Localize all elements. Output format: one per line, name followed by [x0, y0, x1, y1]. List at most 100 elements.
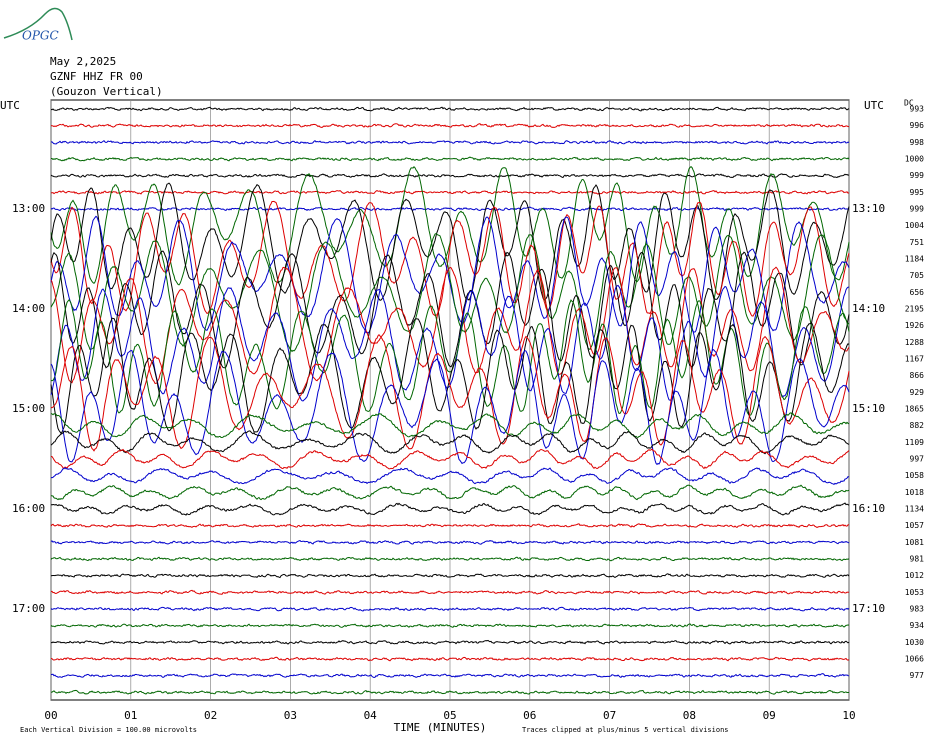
logo-swoosh — [3, 7, 73, 41]
hour-label-right: 16:10 — [852, 502, 885, 515]
dc-value: 1184 — [905, 255, 924, 264]
x-tick-label: 00 — [44, 709, 57, 722]
dc-value: 1004 — [905, 221, 924, 230]
dc-value: 866 — [910, 371, 925, 380]
seismic-trace — [50, 299, 850, 416]
hour-label-right: 17:10 — [852, 602, 885, 615]
dc-value: 996 — [910, 121, 925, 130]
seismic-trace — [50, 656, 850, 662]
hour-label-right: 14:10 — [852, 302, 885, 315]
dc-value: 1012 — [905, 571, 924, 580]
seismic-trace — [50, 200, 850, 317]
seismic-trace — [50, 123, 850, 129]
dc-value: 977 — [910, 671, 925, 680]
dc-value: 1066 — [905, 655, 924, 664]
x-tick-label: 01 — [124, 709, 137, 722]
seismic-trace — [50, 182, 850, 301]
dc-value: 934 — [910, 621, 925, 630]
seismic-trace — [50, 689, 850, 695]
x-tick-label: 07 — [603, 709, 616, 722]
station: GZNF HHZ FR 00 — [50, 70, 143, 83]
dc-value: 1018 — [905, 488, 924, 497]
dc-value: 751 — [910, 238, 925, 247]
dc-value: 995 — [910, 188, 925, 197]
dc-value: 999 — [910, 205, 925, 214]
seismic-trace — [50, 250, 850, 369]
dc-label: DC — [904, 99, 914, 108]
x-tick-label: 03 — [284, 709, 297, 722]
dc-value: 929 — [910, 388, 925, 397]
dc-value: 1865 — [905, 405, 924, 414]
seismic-trace — [50, 448, 850, 470]
hour-label-left: 17:00 — [12, 602, 45, 615]
utc-right: UTC — [864, 99, 884, 112]
dc-value: 1057 — [905, 521, 924, 530]
dc-value: 882 — [910, 421, 925, 430]
dc-value: 998 — [910, 138, 925, 147]
seismic-trace — [50, 573, 850, 579]
seismic-trace — [50, 190, 850, 195]
date: May 2,2025 — [50, 55, 116, 68]
dc-value: 1167 — [905, 355, 924, 364]
dc-value: 1053 — [905, 588, 924, 597]
dc-value: 1134 — [905, 505, 924, 514]
hour-label-right: 13:10 — [852, 202, 885, 215]
dc-value: 1288 — [905, 338, 924, 347]
seismic-trace — [50, 140, 850, 145]
seismic-trace — [50, 556, 850, 562]
seismic-trace — [50, 673, 850, 679]
x-tick-label: 10 — [842, 709, 855, 722]
hour-label-left: 16:00 — [12, 502, 45, 515]
x-title: TIME (MINUTES) — [394, 721, 487, 734]
dc-value: 993 — [910, 105, 925, 114]
dc-value: 1926 — [905, 321, 924, 330]
dc-value: 1081 — [905, 538, 924, 547]
seismic-trace — [50, 623, 850, 628]
hour-label-left: 15:00 — [12, 402, 45, 415]
dc-value: 705 — [910, 271, 925, 280]
x-tick-label: 06 — [523, 709, 536, 722]
footer-right: Traces clipped at plus/minus 5 vertical … — [522, 726, 729, 734]
seismic-trace — [50, 317, 850, 435]
seismic-trace — [50, 173, 850, 179]
traces — [50, 106, 850, 695]
utc-left: UTC — [0, 99, 20, 112]
component: (Gouzon Vertical) — [50, 85, 163, 98]
seismic-trace — [50, 589, 850, 595]
footer-left: Each Vertical Division = 100.00 microvol… — [20, 726, 197, 734]
seismic-trace — [50, 166, 850, 286]
hour-label-left: 13:00 — [12, 202, 45, 215]
seismic-trace — [50, 606, 850, 612]
logo: OPGC — [3, 7, 73, 43]
dc-value: 656 — [910, 288, 925, 297]
x-tick-label: 08 — [683, 709, 696, 722]
logo-text: OPGC — [22, 29, 59, 43]
seismic-trace — [50, 215, 850, 334]
x-tick-label: 05 — [443, 709, 456, 722]
dc-value: 1000 — [905, 155, 924, 164]
x-tick-label: 04 — [364, 709, 378, 722]
hour-label-right: 15:10 — [852, 402, 885, 415]
seismic-trace — [50, 430, 850, 455]
dc-value: 1058 — [905, 471, 924, 480]
x-tick-label: 02 — [204, 709, 217, 722]
seismic-trace — [50, 523, 850, 528]
seismic-trace — [50, 639, 850, 645]
dc-value: 983 — [910, 605, 925, 614]
seismic-trace — [50, 484, 850, 501]
dc-value: 2195 — [905, 305, 924, 314]
seismic-trace — [50, 412, 850, 439]
seismic-trace — [51, 156, 850, 162]
seismic-trace — [50, 106, 850, 112]
dc-value: 997 — [910, 455, 925, 464]
dc-value: 1109 — [905, 438, 924, 447]
dc-value: 981 — [910, 555, 925, 564]
dc-value: 999 — [910, 171, 925, 180]
x-tick-label: 09 — [763, 709, 776, 722]
seismic-trace — [50, 540, 850, 545]
seismic-trace — [50, 333, 850, 452]
seismic-trace — [50, 502, 850, 516]
seismic-trace — [50, 466, 850, 486]
hour-label-left: 14:00 — [12, 302, 45, 315]
